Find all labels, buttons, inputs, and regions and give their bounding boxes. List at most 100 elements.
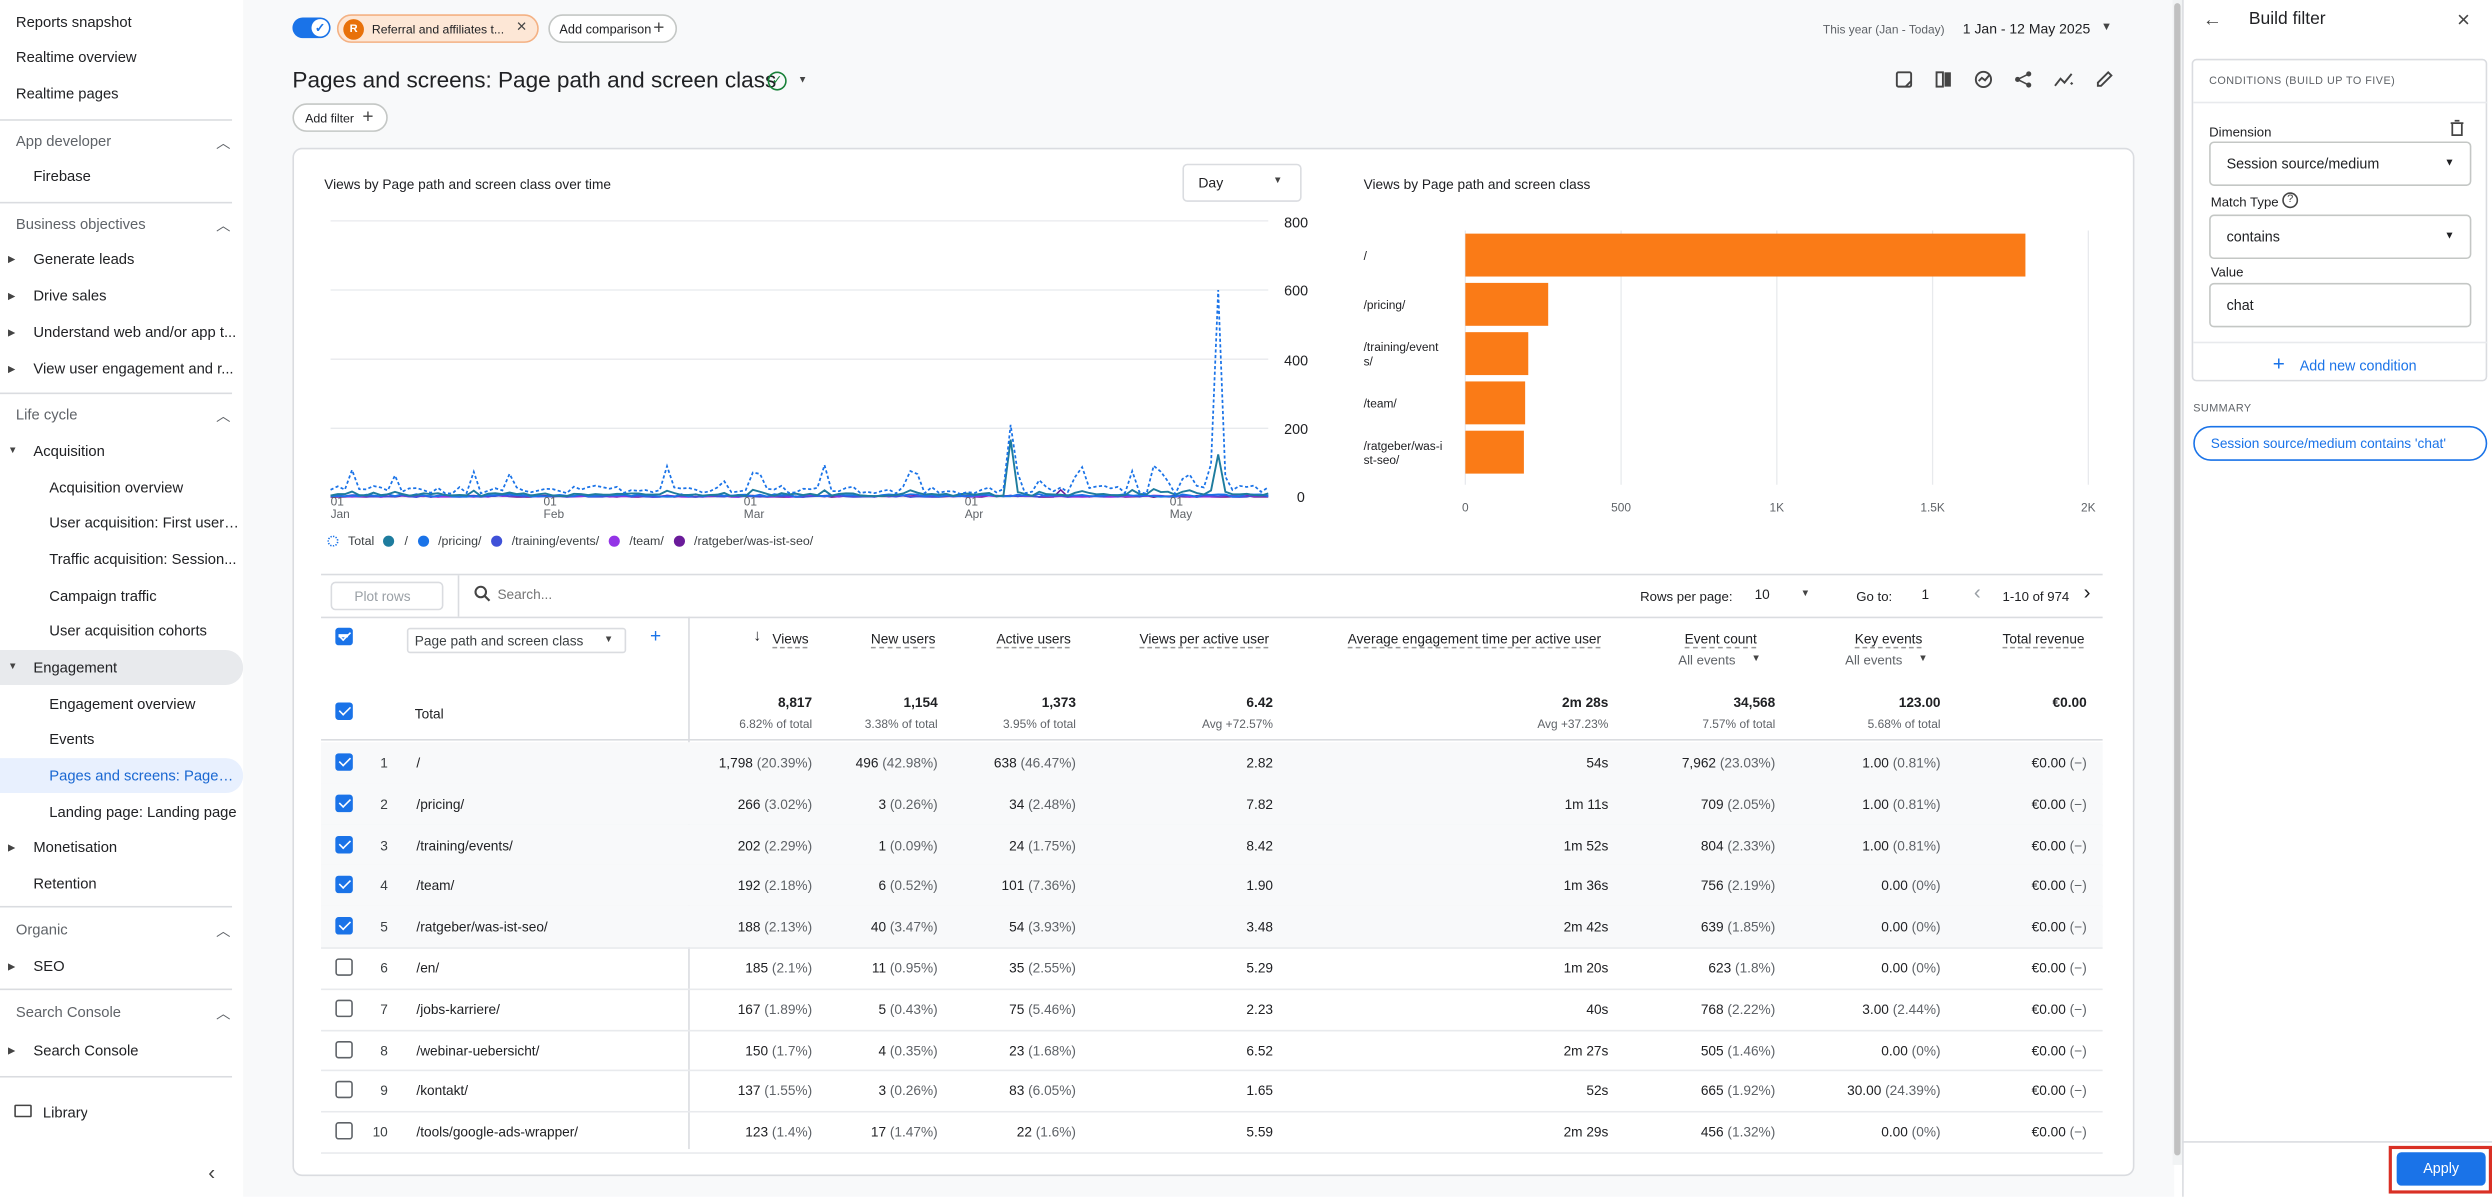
column-header-new-users[interactable]: New users — [870, 630, 936, 647]
page-path-link[interactable]: /webinar-uebersicht/ — [416, 1041, 540, 1058]
page-path-link[interactable]: /ratgeber/was-ist-seo/ — [416, 918, 548, 935]
legend-item[interactable]: /team/ — [629, 534, 664, 549]
add-new-condition-button[interactable]: Add new condition — [2299, 357, 2417, 374]
table-row[interactable] — [321, 824, 2103, 866]
close-icon[interactable]: × — [2457, 6, 2471, 32]
apply-button[interactable]: Apply — [2396, 1152, 2486, 1186]
nav-monetisation[interactable]: Monetisation — [33, 839, 118, 856]
expand-arrow-icon[interactable]: ▶ — [7, 365, 16, 376]
page-path-link[interactable]: /pricing/ — [416, 795, 465, 812]
nav-seo[interactable]: SEO — [33, 958, 65, 975]
dimension-select[interactable] — [406, 627, 627, 654]
nav-drive-sales[interactable]: Drive sales — [33, 287, 107, 304]
row-checkbox[interactable] — [335, 1081, 353, 1099]
page-path-link[interactable]: /team/ — [416, 877, 455, 894]
page-path-link[interactable]: /jobs-karriere/ — [416, 1000, 500, 1017]
row-checkbox[interactable] — [335, 958, 353, 976]
date-range[interactable]: 1 Jan - 12 May 2025 — [1962, 20, 2091, 37]
value-input[interactable] — [2209, 282, 2472, 328]
nav-retention[interactable]: Retention — [33, 875, 97, 892]
plot-rows-button[interactable] — [330, 581, 444, 611]
section-business-objectives[interactable]: Business objectives — [15, 216, 146, 233]
section-life-cycle[interactable]: Life cycle — [15, 406, 78, 423]
nav-user-acquisition[interactable]: User acquisition: First user ... — [49, 514, 240, 531]
nav-campaign-traffic[interactable]: Campaign traffic — [49, 588, 157, 604]
nav-library[interactable]: Library — [42, 1104, 89, 1121]
bar[interactable] — [1465, 282, 1549, 326]
legend-item[interactable]: /ratgeber/was-ist-seo/ — [694, 534, 814, 549]
row-checkbox[interactable] — [335, 1122, 353, 1140]
delete-icon[interactable] — [2449, 119, 2465, 140]
legend-item[interactable]: Total — [348, 534, 375, 549]
add-dimension-icon[interactable]: + — [650, 624, 662, 647]
search-input[interactable] — [497, 580, 816, 609]
nav-engagement[interactable]: Engagement — [33, 659, 118, 676]
trend-insights-icon[interactable] — [2052, 68, 2074, 90]
row-checkbox[interactable] — [335, 917, 353, 935]
collapse-sidebar-icon[interactable]: ‹ — [208, 1160, 216, 1185]
bar[interactable] — [1465, 381, 1526, 425]
nav-reports-snapshot[interactable]: Reports snapshot — [15, 14, 132, 31]
dimension-select[interactable]: Session source/medium — [2209, 141, 2472, 186]
add-filter-button[interactable] — [292, 103, 388, 132]
nav-realtime-pages[interactable]: Realtime pages — [15, 85, 119, 102]
nav-traffic-acquisition[interactable]: Traffic acquisition: Session... — [49, 551, 237, 568]
nav-events[interactable]: Events — [49, 731, 95, 747]
page-path-link[interactable]: / — [416, 754, 421, 771]
comparison-chip[interactable] — [336, 14, 539, 43]
column-header-avg-engagement[interactable]: Average engagement time per active user — [1347, 630, 1602, 647]
event-filter-select[interactable]: All events — [1678, 651, 1736, 668]
chevron-up-icon[interactable]: ︿ — [216, 1006, 231, 1022]
collapse-arrow-icon[interactable]: ▼ — [7, 662, 18, 673]
page-path-link[interactable]: /en/ — [416, 959, 440, 976]
next-page-icon[interactable]: › — [2083, 580, 2091, 604]
nav-landing-page[interactable]: Landing page: Landing page — [49, 804, 237, 821]
nav-user-acquisition-cohorts[interactable]: User acquisition cohorts — [49, 623, 207, 639]
edit-pencil-icon[interactable] — [2093, 68, 2115, 90]
chevron-up-icon[interactable]: ︿ — [216, 923, 231, 940]
title-dropdown-icon[interactable]: ▼ — [797, 76, 808, 86]
expand-arrow-icon[interactable]: ▶ — [7, 843, 16, 854]
expand-arrow-icon[interactable]: ▶ — [7, 292, 16, 302]
row-checkbox[interactable] — [335, 1040, 353, 1058]
go-to-input[interactable]: 1 — [1921, 586, 1930, 603]
column-header-views[interactable]: Views — [772, 630, 809, 647]
nav-acquisition-overview[interactable]: Acquisition overview — [49, 479, 184, 496]
share-icon[interactable] — [2012, 68, 2034, 90]
expand-arrow-icon[interactable]: ▶ — [7, 255, 16, 266]
table-row[interactable] — [321, 1070, 2103, 1111]
nav-generate-leads[interactable]: Generate leads — [33, 251, 135, 268]
scrollbar-thumb[interactable] — [2174, 3, 2181, 1156]
column-header-views-per-user[interactable]: Views per active user — [1139, 630, 1270, 647]
table-row[interactable] — [321, 865, 2103, 907]
row-checkbox[interactable] — [335, 999, 353, 1017]
rows-per-page-select[interactable]: 10 — [1754, 586, 1770, 603]
customize-report-icon[interactable] — [1893, 68, 1915, 90]
row-checkbox[interactable] — [335, 835, 353, 853]
table-row[interactable] — [321, 947, 2103, 988]
help-icon[interactable]: ? — [2282, 192, 2299, 209]
row-checkbox[interactable] — [335, 753, 353, 771]
prev-page-icon[interactable]: ‹ — [1973, 580, 1981, 604]
expand-arrow-icon[interactable]: ▶ — [7, 328, 16, 339]
section-organic[interactable]: Organic — [15, 921, 68, 938]
select-all-checkbox[interactable] — [335, 627, 353, 646]
add-comparison-button[interactable] — [548, 14, 678, 43]
table-row[interactable] — [321, 783, 2103, 825]
nav-pages-and-screens[interactable]: Pages and screens: Page p... — [49, 767, 237, 784]
legend-item[interactable]: /pricing/ — [438, 534, 482, 549]
column-header-total-revenue[interactable]: Total revenue — [2002, 630, 2085, 647]
bar[interactable] — [1465, 332, 1529, 376]
chevron-up-icon[interactable]: ︿ — [216, 135, 231, 151]
column-header-event-count[interactable]: Event count — [1684, 630, 1757, 647]
match-type-select[interactable]: contains — [2209, 214, 2472, 260]
chevron-up-icon[interactable]: ︿ — [216, 217, 231, 234]
dropdown-arrow-icon[interactable]: ▼ — [2101, 22, 2113, 34]
total-checkbox[interactable] — [335, 702, 353, 720]
check-circle-icon[interactable]: ✓ — [767, 71, 787, 91]
nav-firebase[interactable]: Firebase — [33, 168, 91, 185]
close-icon[interactable]: × — [516, 17, 527, 37]
table-row[interactable] — [321, 906, 2103, 948]
nav-engagement-overview[interactable]: Engagement overview — [49, 696, 196, 713]
table-row[interactable] — [321, 1111, 2103, 1152]
